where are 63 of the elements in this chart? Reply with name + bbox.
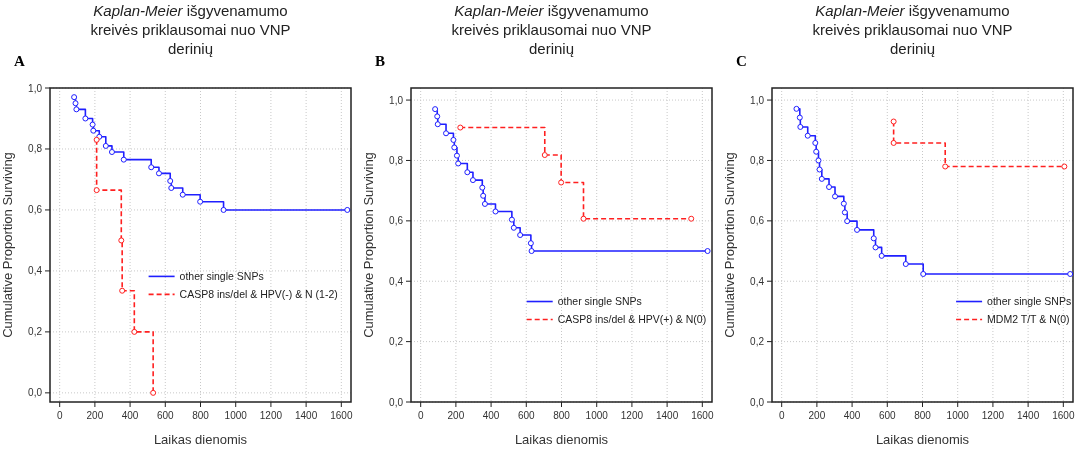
- x-tick-label: 1200: [620, 410, 644, 421]
- legend-label: other single SNPs: [557, 295, 642, 308]
- x-tick-label: 400: [482, 410, 500, 421]
- y-tick-label: 1,0: [750, 94, 765, 106]
- x-tick-label: 1600: [691, 410, 714, 421]
- chart-title: Kaplan-Meier išgyvenamumo kreivės priklausomai nuo VNP derinių: [90, 2, 291, 57]
- x-tick-label: 1000: [585, 410, 609, 421]
- x-tick-label: 1400: [294, 410, 318, 421]
- y-axis-title: Cumulative Proportion Surviving: [722, 152, 737, 338]
- x-tick-label: 200: [447, 410, 465, 421]
- x-tick-label: 0: [417, 410, 424, 421]
- x-tick-label: 600: [517, 410, 536, 421]
- y-tick-label: 0,6: [750, 215, 765, 227]
- x-axis-title: Laikas dienomis: [875, 432, 970, 447]
- y-axis-title: Cumulative Proportion Surviving: [0, 152, 15, 338]
- y-tick-label: 0,0: [28, 387, 43, 399]
- x-tick-label: 400: [121, 410, 139, 421]
- x-tick-label: 800: [553, 410, 571, 421]
- x-tick-label: 0: [56, 410, 63, 421]
- chart-title: Kaplan-Meier išgyvenamumo kreivės priklausomai nuo VNP derinių: [451, 2, 652, 57]
- x-tick-label: 600: [878, 410, 897, 421]
- x-tick-label: 200: [86, 410, 104, 421]
- y-tick-label: 0,4: [389, 275, 404, 287]
- y-tick-label: 0,6: [28, 204, 43, 216]
- x-tick-label: 1000: [224, 410, 248, 421]
- x-tick-label: 200: [808, 410, 826, 421]
- x-axis-title: Laikas dienomis: [153, 432, 248, 447]
- text: C: [736, 53, 747, 69]
- x-tick-label: 1600: [1052, 410, 1075, 421]
- x-tick-label: 1200: [259, 410, 283, 421]
- y-tick-label: 0,4: [750, 275, 765, 287]
- y-tick-label: 0,2: [28, 326, 43, 338]
- y-tick-label: 0,0: [750, 396, 765, 408]
- y-axis-title: Cumulative Proportion Surviving: [361, 152, 376, 338]
- y-tick-label: 0,8: [28, 143, 43, 155]
- x-tick-label: 800: [192, 410, 210, 421]
- legend-label: CASP8 ins/del & HPV(-) & N (1-2): [179, 288, 338, 301]
- x-axis-title: Laikas dienomis: [514, 432, 609, 447]
- x-tick-label: 1400: [655, 410, 679, 421]
- y-tick-label: 0,6: [389, 215, 404, 227]
- x-tick-label: 400: [843, 410, 861, 421]
- x-tick-label: 1000: [946, 410, 970, 421]
- x-tick-label: 1400: [1016, 410, 1040, 421]
- y-tick-label: 0,4: [28, 265, 43, 277]
- y-tick-label: 0,0: [389, 396, 404, 408]
- text: B: [375, 53, 386, 69]
- x-tick-label: 1200: [981, 410, 1005, 421]
- x-tick-label: 0: [778, 410, 785, 421]
- text: A: [14, 53, 25, 69]
- y-tick-label: 0,2: [389, 336, 404, 348]
- x-tick-label: 600: [156, 410, 175, 421]
- chart-title: Kaplan-Meier išgyvenamumo kreivės priklausomai nuo VNP derinių: [812, 2, 1013, 57]
- legend-label: CASP8 ins/del & HPV(+) & N(0): [557, 313, 707, 326]
- y-tick-label: 1,0: [28, 82, 43, 94]
- x-tick-label: 1600: [330, 410, 353, 421]
- y-tick-label: 1,0: [389, 94, 404, 106]
- legend-label: other single SNPs: [987, 295, 1072, 308]
- y-tick-label: 0,8: [750, 154, 765, 166]
- legend-label: MDM2 T/T & N(0): [987, 313, 1070, 326]
- y-tick-label: 0,8: [389, 154, 404, 166]
- x-tick-label: 800: [914, 410, 932, 421]
- legend-label: other single SNPs: [179, 270, 264, 283]
- y-tick-label: 0,2: [750, 336, 765, 348]
